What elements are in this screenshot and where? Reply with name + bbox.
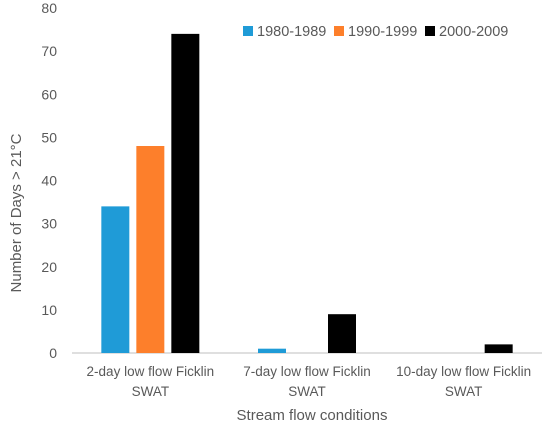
bar-2000-2009-2 [484, 344, 513, 353]
legend-label: 1980-1989 [257, 24, 326, 40]
legend-swatch-1990-1999 [334, 26, 344, 36]
y-tick-label: 80 [41, 0, 57, 16]
legend: 1980-1989 1990-1999 2000-2009 [243, 24, 508, 40]
x-axis-categories: 2-day low flow Ficklin SWAT 7-day low flow… [87, 364, 532, 399]
bar-2000-2009-1 [328, 314, 356, 353]
bar-1990-1999-0 [136, 146, 165, 353]
y-axis-title: Number of Days > 21°C [8, 133, 25, 292]
x-category-label: 7-day low flow Ficklin [243, 364, 371, 379]
y-tick-label: 60 [41, 86, 57, 102]
legend-swatch-1980-1989 [243, 26, 253, 36]
bar-1980-1989-1 [258, 348, 286, 353]
y-tick-label: 40 [41, 173, 57, 189]
bars [101, 33, 513, 353]
y-tick-label: 0 [49, 345, 57, 361]
y-tick-label: 10 [41, 302, 57, 318]
y-tick-label: 50 [41, 129, 57, 145]
legend-label: 2000-2009 [439, 24, 508, 40]
x-category-label: SWAT [288, 384, 326, 399]
x-axis-title: Stream flow conditions [237, 407, 388, 424]
legend-label: 1990-1999 [348, 24, 417, 40]
y-tick-label: 30 [41, 216, 57, 232]
y-tick-label: 20 [41, 259, 57, 275]
x-category-label: SWAT [445, 384, 483, 399]
y-tick-label: 70 [41, 43, 57, 59]
x-category-label: 2-day low flow Ficklin [87, 364, 215, 379]
bar-1980-1989-0 [101, 206, 130, 353]
legend-swatch-2000-2009 [425, 26, 435, 36]
x-category-label: SWAT [132, 384, 170, 399]
y-axis-ticks: 0 10 20 30 40 50 60 70 80 [41, 0, 57, 361]
x-category-label: 10-day low flow Ficklin [396, 364, 531, 379]
bar-2000-2009-0 [171, 33, 200, 353]
